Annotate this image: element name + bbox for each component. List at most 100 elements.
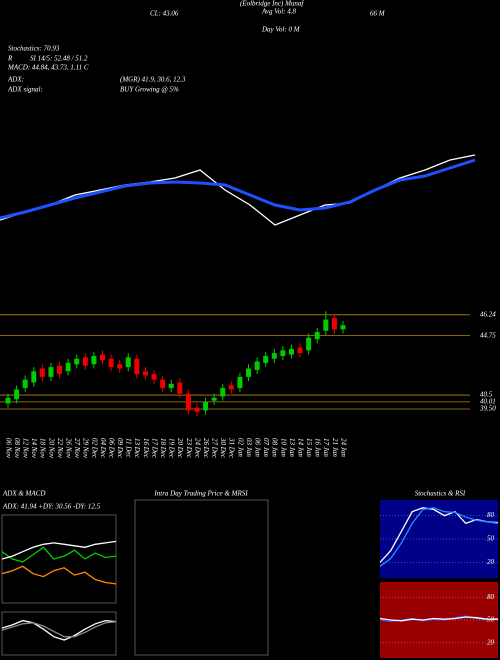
y-tick-label: 40.5 (480, 391, 493, 399)
x-tick-label: 13 Dec (133, 438, 141, 459)
candle-body (254, 361, 260, 370)
x-tick-label: 17 Jan (322, 438, 330, 457)
x-tick-label: 02 Dec (90, 438, 98, 459)
candle-body (57, 365, 63, 375)
header-text: MACD: 44.84, 43.73, 1.11 C (7, 64, 89, 72)
header-text: Avg Vol: 4.8 (261, 8, 297, 16)
candle-body (65, 362, 71, 372)
x-tick-label: 16 Dec (142, 438, 150, 459)
x-tick-label: 16 Jan (314, 438, 322, 457)
y-tick-label: 39.50 (479, 405, 496, 413)
panel-title: Stochastics & RSI (415, 490, 466, 498)
header-text: (MGR) 41.9, 30.6, 12.3 (120, 76, 186, 84)
header-text: ADX signal: (7, 86, 43, 94)
x-tick-label: 19 Dec (168, 438, 176, 459)
series-line (0, 154, 476, 226)
x-tick-label: 06 Dec (107, 438, 115, 459)
candle-body (125, 357, 131, 368)
series-line (0, 158, 476, 220)
candle-body (134, 358, 140, 375)
x-tick-label: 22 Nov (56, 438, 64, 459)
candle-body (14, 389, 20, 400)
candle-body (194, 407, 200, 412)
x-tick-label: 27 Dec (211, 438, 219, 459)
x-tick-label: 14 Jan (296, 438, 304, 457)
series-line (1, 619, 117, 641)
series-line (1, 621, 117, 638)
x-tick-label: 08 Jan (271, 438, 279, 457)
x-tick-label: 20 Dec (176, 438, 184, 459)
x-tick-label: 26 Nov (65, 438, 73, 459)
y-tick-label: 44.75 (480, 331, 496, 339)
candle-body (22, 379, 28, 389)
x-tick-label: 06 Jan (253, 438, 261, 457)
candle-body (297, 347, 303, 354)
panel-frame (134, 499, 269, 656)
x-tick-label: 09 Dec (116, 438, 124, 459)
x-tick-label: 20 Nov (47, 438, 55, 459)
candle-body (185, 393, 191, 411)
x-tick-label: 18 Nov (39, 438, 47, 459)
series-line (379, 616, 498, 622)
x-tick-label: 12 Nov (22, 438, 30, 459)
x-tick-label: 27 Nov (73, 438, 81, 459)
series-line (1, 540, 117, 560)
candle-body (142, 371, 148, 376)
candle-body (280, 350, 286, 356)
header-text: 66 M (370, 10, 386, 18)
x-tick-label: 31 Dec (228, 437, 236, 459)
candle-body (263, 355, 269, 363)
candle-body (39, 368, 45, 377)
x-tick-label: 15 Jan (305, 438, 313, 457)
candle-body (91, 355, 97, 365)
candle-body (331, 318, 337, 330)
x-tick-label: 29 Nov (82, 438, 90, 459)
candle-body (271, 353, 277, 359)
candle-body (108, 358, 114, 368)
candle-body (203, 402, 209, 411)
y-tick-label: 20 (487, 638, 495, 646)
panel-frame (1, 514, 117, 604)
x-tick-label: 10 Jan (279, 438, 287, 457)
x-tick-label: 06 Nov (4, 438, 12, 459)
y-tick-label: 50 (487, 535, 495, 543)
panel-title: ADX & MACD (2, 490, 45, 498)
candle-body (48, 367, 54, 377)
x-tick-label: 24 Jan (339, 438, 347, 457)
header-text: Day Vol: 0 M (261, 26, 301, 34)
series-line (379, 507, 499, 567)
x-tick-label: 24 Dec (193, 438, 201, 459)
y-tick-label: 20 (487, 558, 495, 566)
x-tick-label: 04 Dec (99, 438, 107, 459)
panel-frame (1, 611, 117, 656)
x-tick-label: 14 Nov (30, 438, 38, 459)
x-tick-label: 08 Nov (13, 438, 21, 459)
candle-body (168, 383, 174, 389)
candle-body (31, 371, 37, 383)
candle-body (211, 397, 217, 401)
header-text: SI 14/5: 52.48 / 51.2 (30, 55, 88, 63)
header-text: R (7, 55, 13, 63)
candle-body (228, 385, 234, 390)
candle-body (288, 348, 294, 355)
candle-body (74, 358, 80, 365)
x-tick-label: 21 Jan (331, 438, 339, 457)
candle-body (314, 332, 320, 340)
candle-body (117, 364, 123, 369)
y-tick-label: 80 (487, 511, 495, 519)
candle-body (340, 325, 346, 330)
y-tick-label: 46.24 (480, 310, 496, 318)
y-tick-label: 80 (487, 593, 495, 601)
panel-title: Intra Day Trading Price & MRSI (153, 490, 248, 498)
header-text: (Eolbridge Inc) Munaf (240, 0, 304, 8)
panel-subtitle: ADX: 41.94 +DY: 30.56 -DY: 12.5 (2, 503, 101, 511)
candle-body (82, 357, 88, 366)
candle-body (177, 382, 183, 394)
x-tick-label: 30 Dec (219, 437, 227, 459)
x-tick-label: 17 Dec (150, 438, 158, 459)
candle-body (160, 379, 166, 389)
header-text: Stochastics: 70.93 (8, 45, 60, 53)
header-text: ADX: (7, 76, 24, 84)
x-tick-label: 23 Dec (185, 438, 193, 459)
x-tick-label: 03 Jan (245, 438, 253, 457)
